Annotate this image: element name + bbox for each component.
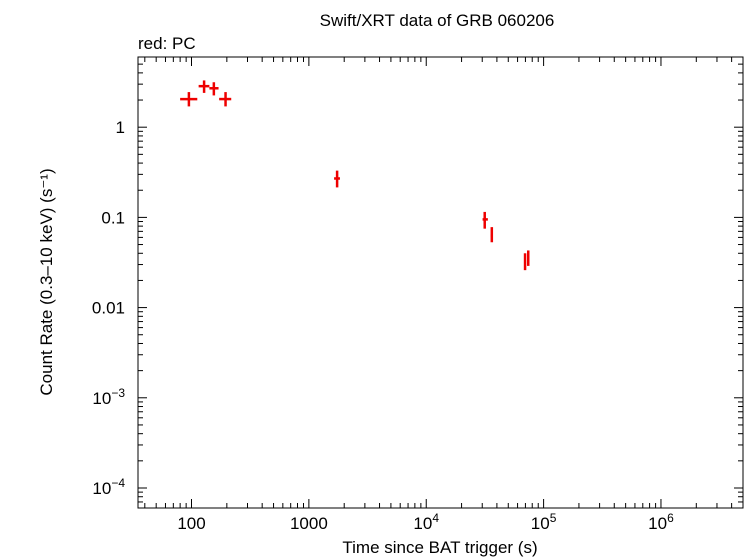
x-tick-label: 105 xyxy=(531,511,557,533)
y-tick-label: 1 xyxy=(116,118,125,137)
y-tick-label: 10−4 xyxy=(92,476,125,498)
data-point xyxy=(180,92,198,107)
data-point xyxy=(482,211,488,229)
chart-title: Swift/XRT data of GRB 060206 xyxy=(320,11,555,30)
data-point xyxy=(209,82,219,96)
x-axis-label: Time since BAT trigger (s) xyxy=(342,538,537,557)
data-point xyxy=(490,227,494,243)
axis-ticks xyxy=(138,56,744,509)
y-tick-label: 0.01 xyxy=(92,299,125,318)
y-tick-labels: 1 0.1 0.01 10−3 10−4 xyxy=(92,118,125,498)
data-point xyxy=(334,170,340,188)
data-point xyxy=(198,80,210,93)
x-tick-label: 106 xyxy=(648,511,674,533)
x-tick-labels: 100 1000 104 105 106 xyxy=(177,511,674,533)
y-axis-label: Count Rate (0.3–10 keV) (s⁻¹) xyxy=(37,168,56,395)
data-series-pc xyxy=(180,80,530,271)
y-tick-label: 10−3 xyxy=(92,386,125,408)
plot-frame xyxy=(137,56,744,509)
chart-subtitle: red: PC xyxy=(138,34,196,53)
x-tick-label: 100 xyxy=(177,514,205,533)
data-point xyxy=(219,92,232,107)
y-tick-label: 0.1 xyxy=(101,208,125,227)
data-point xyxy=(523,253,527,271)
data-point xyxy=(527,250,530,266)
x-tick-label: 104 xyxy=(413,511,439,533)
x-tick-label: 1000 xyxy=(290,514,328,533)
